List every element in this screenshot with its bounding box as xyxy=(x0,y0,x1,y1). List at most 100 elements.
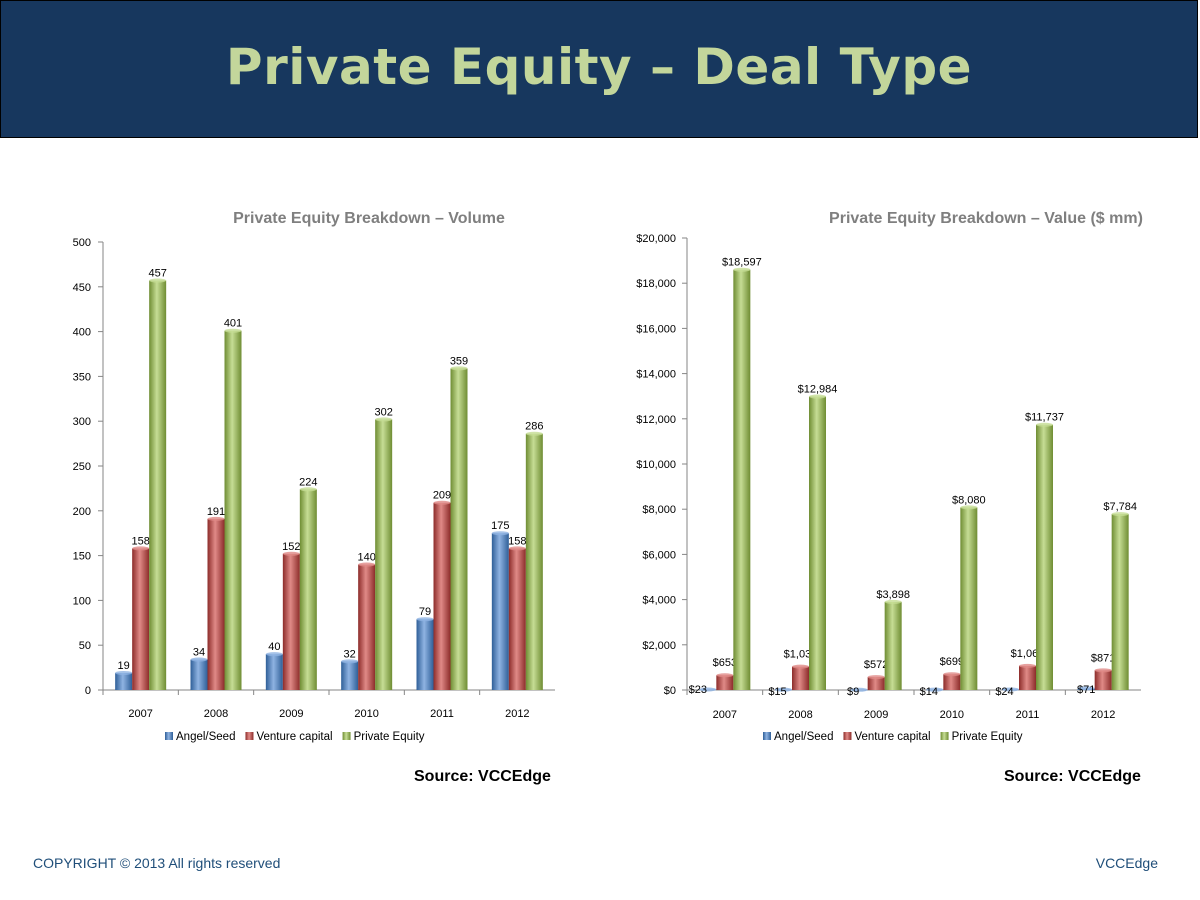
volume-data-label-angel-seed-2008: 34 xyxy=(193,647,205,659)
volume-bar-venture-capital-2010 xyxy=(358,564,376,690)
volume-data-label-private-equity-2009: 224 xyxy=(299,476,317,488)
volume-bar-angel-seed-2010 xyxy=(341,661,359,690)
value-y-tick-label: $6,000 xyxy=(642,549,676,561)
volume-y-tick-label: 300 xyxy=(73,416,91,428)
value-data-label-venture-capital-2010: $699 xyxy=(940,656,964,668)
volume-data-label-private-equity-2010: 302 xyxy=(374,406,392,418)
value-legend-label-angel-seed: Angel/Seed xyxy=(774,731,833,743)
value-bar-venture-capital-2007 xyxy=(716,675,734,690)
volume-y-tick-label: 250 xyxy=(73,461,91,473)
value-data-label-venture-capital-2012: $871 xyxy=(1091,652,1115,664)
volume-bar-venture-capital-2011 xyxy=(433,502,451,690)
volume-bar-cap-venture-capital-2010 xyxy=(358,562,376,567)
volume-bar-angel-seed-2011 xyxy=(416,619,434,690)
copyright-footer: COPYRIGHT © 2013 All rights reserved xyxy=(33,855,281,871)
volume-legend-label-venture-capital: Venture capital xyxy=(256,731,332,743)
volume-bar-cap-private-equity-2008 xyxy=(224,328,242,333)
brand-footer: VCCEdge xyxy=(1095,855,1158,871)
volume-x-tick-label: 2011 xyxy=(430,708,454,720)
value-bar-private-equity-2011 xyxy=(1036,424,1053,690)
value-legend-label-private-equity: Private Equity xyxy=(952,731,1023,743)
value-data-label-angel-seed-2009: $9 xyxy=(847,686,859,698)
value-y-tick-label: $4,000 xyxy=(642,595,676,607)
value-source: Source: VCCEdge xyxy=(1004,768,1141,785)
volume-bar-cap-angel-seed-2007 xyxy=(115,670,133,675)
volume-data-label-venture-capital-2011: 209 xyxy=(433,490,451,502)
volume-bar-venture-capital-2009 xyxy=(282,553,300,690)
value-legend-label-venture-capital: Venture capital xyxy=(854,731,930,743)
value-data-label-angel-seed-2007: $23 xyxy=(689,684,707,696)
value-bar-private-equity-2012 xyxy=(1111,514,1129,690)
volume-y-tick-label: 500 xyxy=(73,237,91,249)
volume-bar-cap-venture-capital-2009 xyxy=(282,551,300,556)
value-chart-title: Private Equity Breakdown – Value ($ mm) xyxy=(829,210,1143,227)
volume-y-tick-label: 150 xyxy=(73,551,91,563)
value-data-label-venture-capital-2007: $653 xyxy=(713,657,737,669)
volume-bar-cap-private-equity-2007 xyxy=(149,278,167,283)
volume-bar-angel-seed-2012 xyxy=(491,533,509,690)
volume-data-label-angel-seed-2007: 19 xyxy=(118,660,130,672)
volume-y-tick-label: 0 xyxy=(85,685,91,697)
volume-y-tick-label: 50 xyxy=(79,640,91,652)
volume-bar-private-equity-2012 xyxy=(525,433,543,690)
volume-bar-cap-private-equity-2010 xyxy=(375,417,393,422)
volume-x-tick-label: 2010 xyxy=(354,708,378,720)
value-y-tick-label: $18,000 xyxy=(636,278,676,290)
volume-data-label-angel-seed-2012: 175 xyxy=(491,520,509,532)
value-bar-venture-capital-2011 xyxy=(1019,665,1036,690)
value-bar-cap-angel-seed-2011 xyxy=(1002,687,1019,692)
volume-data-label-venture-capital-2012: 158 xyxy=(508,535,526,547)
value-y-tick-label: $0 xyxy=(664,685,676,697)
value-data-label-venture-capital-2009: $572 xyxy=(864,659,888,671)
value-bar-cap-private-equity-2011 xyxy=(1036,422,1053,427)
volume-y-tick-label: 350 xyxy=(73,371,91,383)
volume-bar-cap-angel-seed-2011 xyxy=(416,617,434,622)
volume-data-label-venture-capital-2008: 191 xyxy=(207,506,225,518)
value-bar-cap-venture-capital-2008 xyxy=(792,664,809,669)
value-bar-venture-capital-2012 xyxy=(1094,670,1112,690)
volume-bar-venture-capital-2007 xyxy=(132,548,150,690)
volume-bar-angel-seed-2007 xyxy=(115,672,133,690)
value-x-tick-label: 2007 xyxy=(713,709,737,721)
volume-bar-cap-private-equity-2011 xyxy=(450,366,468,371)
volume-bar-private-equity-2010 xyxy=(375,419,393,690)
value-bar-cap-angel-seed-2008 xyxy=(775,687,792,692)
volume-data-label-venture-capital-2010: 140 xyxy=(357,552,375,564)
volume-y-tick-label: 100 xyxy=(73,595,91,607)
value-bar-cap-venture-capital-2012 xyxy=(1094,668,1112,673)
value-y-tick-label: $8,000 xyxy=(642,504,676,516)
value-bar-private-equity-2009 xyxy=(884,601,902,690)
value-bar-private-equity-2010 xyxy=(960,507,978,690)
value-bar-cap-angel-seed-2007 xyxy=(699,687,717,692)
volume-legend-label-private-equity: Private Equity xyxy=(354,731,425,743)
volume-bar-private-equity-2008 xyxy=(224,330,242,690)
volume-bar-cap-venture-capital-2008 xyxy=(207,516,225,521)
value-data-label-private-equity-2011: $11,737 xyxy=(1025,412,1064,424)
volume-data-label-private-equity-2007: 457 xyxy=(148,268,166,280)
volume-bar-venture-capital-2008 xyxy=(207,518,225,690)
volume-bar-venture-capital-2012 xyxy=(508,548,526,690)
volume-data-label-private-equity-2011: 359 xyxy=(450,355,468,367)
value-bar-private-equity-2008 xyxy=(809,396,826,690)
volume-data-label-angel-seed-2010: 32 xyxy=(344,648,356,660)
volume-x-tick-label: 2009 xyxy=(279,708,303,720)
volume-bar-cap-venture-capital-2012 xyxy=(508,546,526,551)
value-bar-cap-venture-capital-2010 xyxy=(943,672,961,677)
volume-bar-cap-angel-seed-2009 xyxy=(265,652,283,657)
value-data-label-angel-seed-2011: $24 xyxy=(995,686,1013,698)
value-y-tick-label: $14,000 xyxy=(636,369,676,381)
volume-legend-label-angel-seed: Angel/Seed xyxy=(176,731,235,743)
value-legend-swatch-private-equity xyxy=(940,732,949,740)
volume-bar-angel-seed-2009 xyxy=(265,654,283,690)
value-data-label-angel-seed-2010: $14 xyxy=(920,686,938,698)
value-data-label-private-equity-2008: $12,984 xyxy=(798,384,838,396)
value-data-label-private-equity-2012: $7,784 xyxy=(1103,501,1137,513)
value-bar-cap-angel-seed-2012 xyxy=(1077,686,1095,691)
value-data-label-private-equity-2010: $8,080 xyxy=(952,494,986,506)
value-x-tick-label: 2012 xyxy=(1091,709,1115,721)
value-bar-cap-angel-seed-2009 xyxy=(850,687,868,692)
value-data-label-private-equity-2009: $3,898 xyxy=(876,589,910,601)
value-x-tick-label: 2010 xyxy=(940,709,964,721)
value-y-tick-label: $16,000 xyxy=(636,323,676,335)
volume-bar-cap-venture-capital-2011 xyxy=(433,500,451,505)
